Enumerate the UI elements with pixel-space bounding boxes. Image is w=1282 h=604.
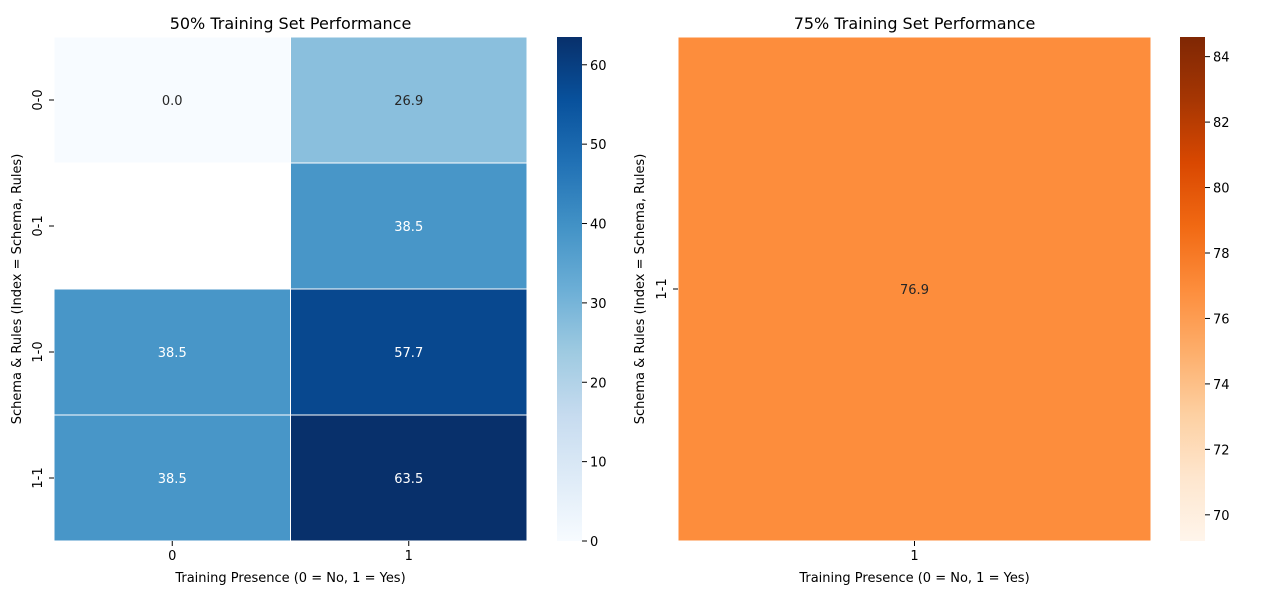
x-tick-label: 0 [168, 549, 176, 564]
colorbar-tick-label: 10 [590, 456, 607, 471]
cell-value-label: 38.5 [394, 220, 423, 235]
colorbar-tick-label: 40 [590, 218, 607, 233]
heatmap-cell [53, 288, 291, 416]
y-tick-label: 1-0 [31, 341, 46, 362]
colorbar-tick-label: 20 [590, 376, 607, 391]
colorbar-tick-label: 70 [1213, 509, 1230, 524]
chart-title: 75% Training Set Performance [794, 14, 1036, 33]
heatmap-50-panel: 50% Training Set Performance 0.0 26.9 38.5 3… [10, 14, 607, 586]
cell-value-label: 38.5 [158, 346, 187, 361]
y-tick-label: 1-1 [31, 467, 46, 488]
heatmap-cell [290, 414, 528, 542]
cell-value-label: 57.7 [394, 346, 423, 361]
x-tick-label: 1 [910, 549, 918, 564]
x-axis-label: Training Presence (0 = No, 1 = Yes) [798, 571, 1029, 586]
colorbar-tick-label: 50 [590, 138, 607, 153]
heatmap-cell [290, 162, 528, 290]
heatmap-cell [53, 414, 291, 542]
heatmap-cell [53, 36, 291, 164]
chart-title: 50% Training Set Performance [170, 14, 412, 33]
y-axis-label: Schema & Rules (Index = Schema, Rules) [10, 154, 25, 425]
x-tick-label: 1 [405, 549, 413, 564]
colorbar-tick-label: 78 [1213, 247, 1230, 262]
heatmap-cell [290, 36, 528, 164]
colorbar [557, 37, 582, 541]
colorbar-tick-label: 60 [590, 59, 607, 74]
colorbar-tick-label: 82 [1213, 116, 1230, 131]
colorbar-tick-label: 74 [1213, 378, 1230, 393]
heatmap-cell [677, 36, 1152, 542]
heatmap-cell-empty [54, 163, 291, 289]
cell-value-label: 76.9 [900, 283, 929, 298]
cell-value-label: 63.5 [394, 472, 423, 487]
colorbar [1180, 37, 1205, 541]
colorbar-tick-label: 80 [1213, 182, 1230, 197]
colorbar-tick-label: 76 [1213, 312, 1230, 327]
y-tick-label: 0-1 [31, 215, 46, 236]
x-axis-label: Training Presence (0 = No, 1 = Yes) [174, 571, 405, 586]
colorbar-tick-label: 84 [1213, 51, 1230, 66]
colorbar-tick-label: 30 [590, 297, 607, 312]
colorbar-tick-label: 0 [590, 535, 598, 550]
y-tick-label: 1-1 [655, 278, 670, 299]
y-axis-label: Schema & Rules (Index = Schema, Rules) [633, 154, 648, 425]
cell-value-label: 38.5 [158, 472, 187, 487]
heatmap-cell [290, 288, 528, 416]
cell-value-label: 26.9 [394, 94, 423, 109]
y-tick-label: 0-0 [31, 89, 46, 110]
cell-value-label: 0.0 [162, 94, 183, 109]
heatmap-75-panel: 75% Training Set Performance 76.9 1 1-1 Trai… [633, 14, 1230, 586]
colorbar-tick-label: 72 [1213, 443, 1230, 458]
